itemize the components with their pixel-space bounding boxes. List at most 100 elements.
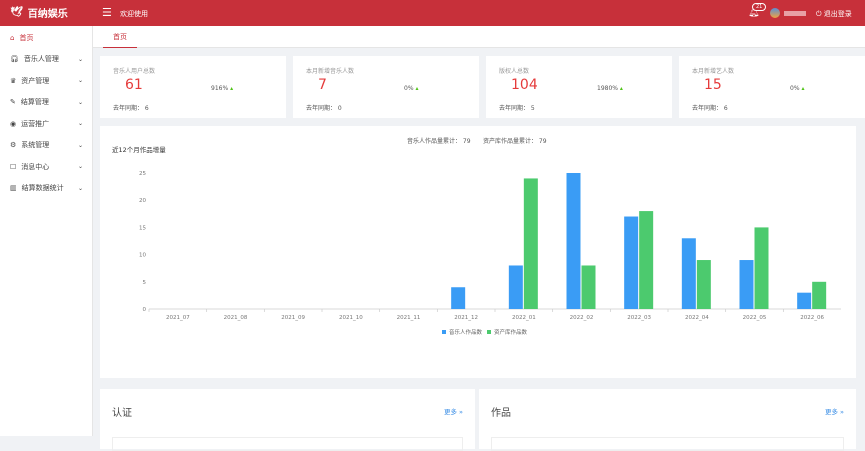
chart-panel: 近12个月作品增量 音乐人作品量累计： 79 资产库作品量累计： 79 0 5 10 15 2… (100, 126, 856, 378)
x-tick-label: 2022_02 (570, 315, 594, 321)
bar-chart-icon: ▥ (10, 184, 17, 193)
stat-title: 版权人总数 (499, 68, 530, 75)
stat-percent: 0% (404, 85, 414, 92)
bar-music (739, 260, 754, 309)
chevron-down-icon: ⌄ (77, 184, 83, 192)
stat-value: 7 (318, 77, 327, 93)
globe-icon: ◉ (10, 119, 17, 128)
headphones-icon: 🎧︎ (10, 55, 19, 64)
music-total: 音乐人作品量累计： 79 (407, 137, 471, 145)
bar-asset (523, 178, 538, 309)
stat-title: 音乐人用户总数 (113, 68, 156, 75)
sidebar-item-label: 首页 (19, 33, 34, 42)
chevron-down-icon: ⌄ (77, 98, 83, 106)
bar-music (681, 238, 696, 309)
x-tick-label: 2021_10 (339, 315, 363, 321)
chart-title: 近12个月作品增量 (112, 145, 166, 154)
message-icon: ☐ (10, 162, 17, 171)
welcome-text: 欢迎使用 (120, 10, 148, 18)
x-tick-label: 2021_12 (454, 315, 478, 321)
y-tick-label: 20 (139, 198, 146, 204)
bar-asset (812, 281, 827, 309)
tab-home[interactable]: 首页 (103, 26, 137, 48)
x-tick-label: 2021_08 (224, 315, 248, 321)
panel-title: 作品 (491, 408, 511, 419)
stat-card: 音乐人用户总数 61 916% ▴ 去年同期： 6 (100, 56, 286, 118)
certification-panel: 认证 更多 » (100, 389, 475, 451)
up-arrow-icon: ▴ (619, 85, 623, 92)
x-tick-label: 2021_09 (281, 315, 305, 321)
x-tick-label: 2021_11 (397, 315, 421, 321)
works-panel: 作品 更多 » (479, 389, 856, 451)
sidebar-item[interactable]: ▥ 结算数据统计 ⌄ (0, 178, 92, 200)
bar-music (451, 287, 466, 309)
stat-value: 61 (125, 77, 143, 93)
username[interactable] (784, 11, 806, 16)
table-header (491, 437, 844, 451)
logout-label: 退出登录 (823, 10, 852, 18)
legend-marker (442, 330, 446, 334)
sidebar-item-label: 结算数据统计 (21, 184, 64, 193)
stat-last-year: 去年同期： 6 (692, 105, 728, 112)
gear-icon: ⚙ (10, 141, 17, 150)
panel-title: 认证 (112, 408, 132, 419)
stat-change: 1980% ▴ (597, 85, 623, 92)
stat-last-year: 去年同期： 5 (499, 105, 535, 112)
stat-card: 本月新增音乐人数 7 0% ▴ 去年同期： 0 (293, 56, 479, 118)
bar-asset (639, 211, 654, 309)
sidebar-item-label: 音乐人管理 (23, 55, 59, 64)
stat-title: 本月新增音乐人数 (306, 68, 355, 75)
sidebar-item[interactable]: ✎ 结算管理 ⌄ (0, 92, 92, 114)
bar-music (624, 216, 639, 309)
stat-title: 本月新增艺人数 (692, 68, 735, 75)
more-link[interactable]: 更多 » (824, 408, 844, 416)
asset-total: 资产库作品量累计： 79 (483, 137, 547, 145)
bar-music (566, 173, 581, 309)
sidebar-item[interactable]: ♛ 资产管理 ⌄ (0, 70, 92, 92)
sidebar-item[interactable]: ⚙ 系统管理 ⌄ (0, 135, 92, 157)
bar-music (508, 265, 523, 309)
stat-last-year: 去年同期： 6 (113, 105, 149, 112)
y-tick-label: 10 (139, 253, 146, 259)
x-tick-label: 2022_05 (743, 315, 767, 321)
table-header (112, 437, 463, 451)
sidebar-item[interactable]: ◉ 运营推广 ⌄ (0, 113, 92, 135)
home-icon: ⌂ (10, 33, 15, 42)
sidebar-item[interactable]: 🎧︎ 音乐人管理 ⌄ (0, 49, 92, 71)
asset-icon: ♛ (10, 76, 17, 85)
chevron-down-icon: ⌄ (77, 120, 83, 128)
bar-asset (696, 260, 711, 309)
stat-percent: 0% (790, 85, 800, 92)
brand-logo[interactable]: 🕊 百纳娱乐 (10, 5, 68, 20)
chevron-down-icon: ⌄ (77, 77, 83, 85)
stat-value: 104 (511, 77, 538, 93)
chevron-down-icon: ⌄ (77, 141, 83, 149)
brand-name: 百纳娱乐 (27, 9, 68, 20)
bell-icon[interactable]: 🔔︎ (748, 8, 760, 18)
more-link[interactable]: 更多 » (443, 408, 463, 416)
y-tick-label: 5 (143, 280, 147, 286)
legend-label: 音乐人作品数 (449, 328, 483, 336)
menu-toggle-icon[interactable]: ☰ (102, 6, 112, 19)
stat-percent: 1980% (597, 85, 618, 92)
logout-button[interactable]: ⏻ 退出登录 (816, 10, 852, 18)
chevron-down-icon: ⌄ (77, 55, 83, 63)
works-bar-chart: 近12个月作品增量 音乐人作品量累计： 79 资产库作品量累计： 79 0 5 10 15 2… (112, 137, 841, 336)
y-tick-label: 0 (143, 307, 147, 313)
stat-last-year: 去年同期： 0 (306, 105, 342, 112)
x-tick-label: 2022_04 (685, 315, 709, 321)
x-tick-label: 2022_03 (627, 315, 651, 321)
sidebar-item[interactable]: ☐ 消息中心 ⌄ (0, 156, 92, 178)
chevron-down-icon: ⌄ (77, 163, 83, 171)
bird-logo-icon: 🕊 (10, 7, 23, 18)
sidebar-item[interactable]: ⌂ 首页 (0, 27, 92, 49)
y-tick-label: 25 (139, 171, 146, 177)
notification-badge: 21 (752, 3, 767, 11)
bar-asset (581, 265, 596, 309)
x-tick-label: 2022_06 (800, 315, 824, 321)
x-tick-label: 2021_07 (166, 315, 190, 321)
stat-card: 本月新增艺人数 15 0% ▴ 去年同期： 6 (679, 56, 865, 118)
up-arrow-icon: ▴ (415, 85, 419, 92)
bar-asset (754, 227, 769, 309)
avatar[interactable] (770, 8, 780, 18)
